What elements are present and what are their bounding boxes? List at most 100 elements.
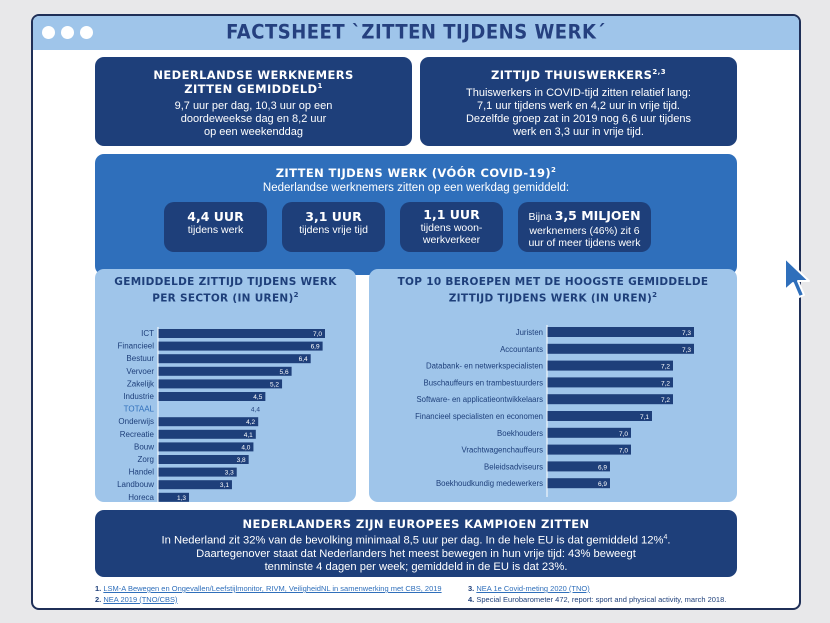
category-label: Landbouw (117, 480, 154, 489)
bar (158, 429, 256, 439)
footnote-3-link[interactable]: NEA 1e Covid-meting 2020 (TNO) (476, 584, 590, 593)
value-label: 4,2 (246, 419, 255, 426)
page-title: FACTSHEET `ZITTEN TIJDENS WERK´ (226, 20, 606, 45)
category-label: Financieel specialisten en economen (415, 412, 543, 421)
category-label: Zakelijk (127, 379, 155, 388)
value-label: 7,3 (682, 347, 691, 354)
category-label: Industrie (123, 392, 154, 401)
value-label: 7,0 (619, 448, 628, 455)
bar (158, 392, 266, 401)
value-label: 4,1 (244, 432, 253, 439)
category-label: Beleidsadviseurs (484, 462, 543, 471)
bar (547, 327, 694, 337)
box-nl-line: doordeweekse dag en 8,2 uur (180, 113, 327, 125)
bar (158, 366, 292, 376)
window-dot-1[interactable] (42, 26, 55, 39)
box-covid-title: ZITTEN TIJDENS WERK (VÓÓR COVID-19)2 (275, 166, 557, 180)
stat-woon-value: 1,1 UUR (423, 207, 480, 222)
bar (158, 467, 237, 477)
stat-woon-label-1: tijdens woon- (420, 222, 483, 234)
bar (158, 455, 249, 464)
stat-woon-label-2: werkverkeer (422, 234, 481, 246)
category-label: Bestuur (126, 354, 154, 363)
box-eu-line-3: tenminste 4 dagen per week; gemiddeld in… (264, 560, 568, 573)
category-label: Juristen (516, 328, 543, 337)
value-label: 7,0 (619, 431, 628, 438)
bar (158, 354, 311, 364)
category-label: Vervoer (126, 367, 154, 376)
stat-miljoen-line-1: werknemers (46%) zit 6 (529, 225, 640, 237)
category-label: Recreatie (120, 430, 155, 439)
stat-woon-werkverkeer: 1,1 UUR tijdens woon- werkverkeer (400, 202, 503, 252)
box-nl-line: 9,7 uur per dag, 10,3 uur op een (174, 100, 333, 112)
value-label: 4,0 (241, 444, 250, 451)
footnote-4-text: Special Eurobarometer 472, report: sport… (476, 595, 727, 604)
value-label: 7,2 (661, 397, 670, 404)
bar (158, 417, 259, 427)
window-dot-2[interactable] (61, 26, 74, 39)
category-label: Buschauffeurs en trambestuurders (424, 378, 544, 387)
chart-sector-panel: GEMIDDELDE ZITTIJD TIJDENS WERK PER SECT… (95, 269, 356, 502)
bar (547, 360, 673, 371)
chart-beroepen-svg: Juristen 7,3 Accountants 7,3 Databank- en ne… (415, 325, 694, 497)
footnote-2-link[interactable]: NEA 2019 (TNO/CBS) (103, 595, 178, 604)
box-eu-kampioen: NEDERLANDERS ZIJN EUROPEES KAMPIOEN ZITT… (95, 510, 737, 577)
value-label: 5,6 (280, 369, 289, 376)
footnote-1: 1. LSM-A Bewegen en Ongevallen/Leefstijl… (95, 584, 442, 593)
value-label: 5,2 (270, 381, 279, 388)
bar (547, 377, 673, 388)
box-nl-werknemers: NEDERLANDSE WERKNEMERS ZITTEN GEMIDDELD1… (95, 57, 412, 146)
bar (158, 480, 232, 490)
box-thuiswerkers: ZITTIJD THUISWERKERS2,3 Thuiswerkers in … (420, 57, 737, 146)
footnote-3: 3. NEA 1e Covid-meting 2020 (TNO) (468, 584, 590, 593)
category-label: Bouw (134, 442, 154, 451)
browser-window: FACTSHEET `ZITTEN TIJDENS WERK´ NEDERLAN… (31, 14, 801, 610)
footnote-1-link[interactable]: LSM-A Bewegen en Ongevallen/Leefstijlmon… (103, 584, 442, 593)
chart-sector-svg: ICT 7,0 Financieel 6,9 Bestuur 6,4 Vervoer 5,6 Z… (117, 327, 325, 502)
bar (158, 341, 323, 351)
stat-vrije-tijd-value: 3,1 UUR (305, 209, 362, 224)
bar (158, 492, 190, 502)
bar (547, 394, 673, 405)
stat-werk: 4,4 UUR tijdens werk (164, 202, 267, 252)
value-label: 7,1 (640, 414, 649, 421)
value-label: 7,2 (661, 364, 670, 371)
value-label: 6,9 (311, 344, 320, 351)
chart-beroepen-panel: TOP 10 BEROEPEN MET DE HOOGSTE GEMIDDELD… (369, 269, 737, 502)
value-label: 3,8 (237, 457, 246, 464)
box-eu-line-2: Daartegenover staat dat Nederlanders het… (196, 547, 636, 560)
box-thuis-line: werk en 3,3 uur in vrije tijd. (513, 126, 644, 138)
stat-werk-value: 4,4 UUR (187, 209, 244, 224)
box-thuis-title: ZITTIJD THUISWERKERS2,3 (491, 68, 666, 82)
box-thuis-line: Thuiswerkers in COVID-tijd zitten relati… (466, 87, 691, 99)
category-label: Boekhouders (497, 429, 543, 438)
box-nl-title-2: ZITTEN GEMIDDELD1 (184, 82, 323, 96)
value-label: 6,4 (299, 356, 308, 363)
category-label: TOTAAL (124, 405, 155, 414)
value-label: 1,3 (177, 495, 186, 502)
bar (547, 461, 610, 472)
bar (547, 411, 652, 421)
stat-miljoen: Bijna 3,5 MILJOEN werknemers (46%) zit 6… (518, 202, 651, 252)
stat-miljoen-value: Bijna 3,5 MILJOEN (528, 208, 641, 223)
value-label: 4,5 (253, 394, 262, 401)
footnote-2: 2. NEA 2019 (TNO/CBS) (95, 595, 178, 604)
window-titlebar: FACTSHEET `ZITTEN TIJDENS WERK´ (33, 16, 799, 50)
value-label: 6,9 (598, 464, 607, 471)
category-label: Horeca (128, 493, 154, 502)
footnote-4: 4. Special Eurobarometer 472, report: sp… (468, 595, 727, 604)
bar (547, 343, 694, 354)
stat-werk-label: tijdens werk (187, 224, 244, 236)
chart-sector-title: GEMIDDELDE ZITTIJD TIJDENS WERK PER SECT… (114, 276, 337, 305)
value-label: 7,0 (313, 331, 322, 338)
bar (547, 444, 631, 455)
bar (158, 379, 283, 389)
category-label: Accountants (500, 345, 543, 354)
window-dot-3[interactable] (80, 26, 93, 39)
stat-vrije-tijd-label: tijdens vrije tijd (299, 224, 368, 236)
category-label: Vrachtwagenchauffeurs (462, 446, 544, 455)
value-label: 3,3 (225, 470, 234, 477)
mouse-cursor-icon (784, 257, 810, 298)
chart-beroepen-title: TOP 10 BEROEPEN MET DE HOOGSTE GEMIDDELD… (397, 276, 709, 305)
category-label: Onderwijs (118, 417, 154, 426)
